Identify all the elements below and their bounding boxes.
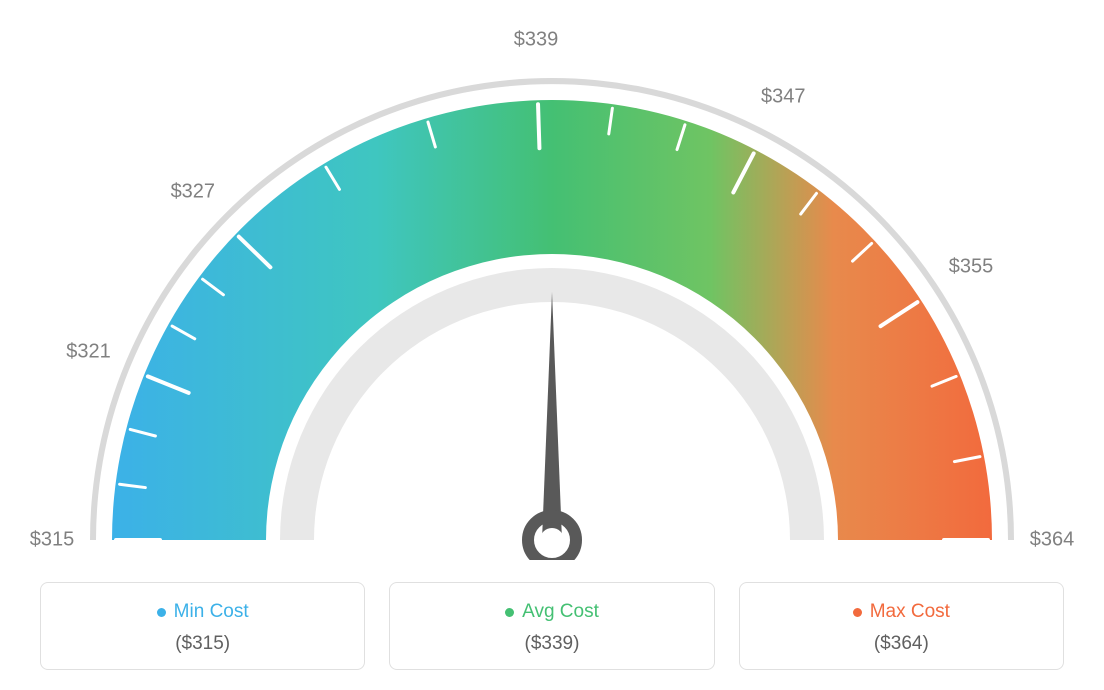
gauge-chart: $315 $321 $327 $339 $347 $355 $364 (0, 0, 1104, 560)
legend-row: Min Cost ($315) Avg Cost ($339) Max Cost… (40, 582, 1064, 670)
legend-card-max: Max Cost ($364) (739, 582, 1064, 670)
legend-value-avg: ($339) (400, 633, 703, 655)
gauge-tick-label: $364 (1030, 529, 1075, 552)
gauge-tick-label: $347 (761, 85, 806, 108)
legend-label-avg: Avg Cost (522, 601, 599, 623)
gauge-tick-label: $339 (514, 29, 559, 52)
legend-label-min: Min Cost (174, 601, 249, 623)
legend-dot-avg (505, 608, 514, 617)
gauge-svg (0, 0, 1104, 560)
legend-card-min: Min Cost ($315) (40, 582, 365, 670)
cost-gauge-widget: $315 $321 $327 $339 $347 $355 $364 Min Cost ($… (0, 0, 1104, 690)
legend-value-min: ($315) (51, 633, 354, 655)
legend-dot-min (157, 608, 166, 617)
legend-card-avg: Avg Cost ($339) (389, 582, 714, 670)
legend-label-max: Max Cost (870, 601, 950, 623)
gauge-tick-label: $315 (30, 529, 75, 552)
gauge-tick-label: $355 (949, 256, 994, 279)
gauge-tick-label: $327 (171, 181, 216, 204)
legend-value-max: ($364) (750, 633, 1053, 655)
gauge-tick-label: $321 (66, 341, 111, 364)
legend-dot-max (853, 608, 862, 617)
